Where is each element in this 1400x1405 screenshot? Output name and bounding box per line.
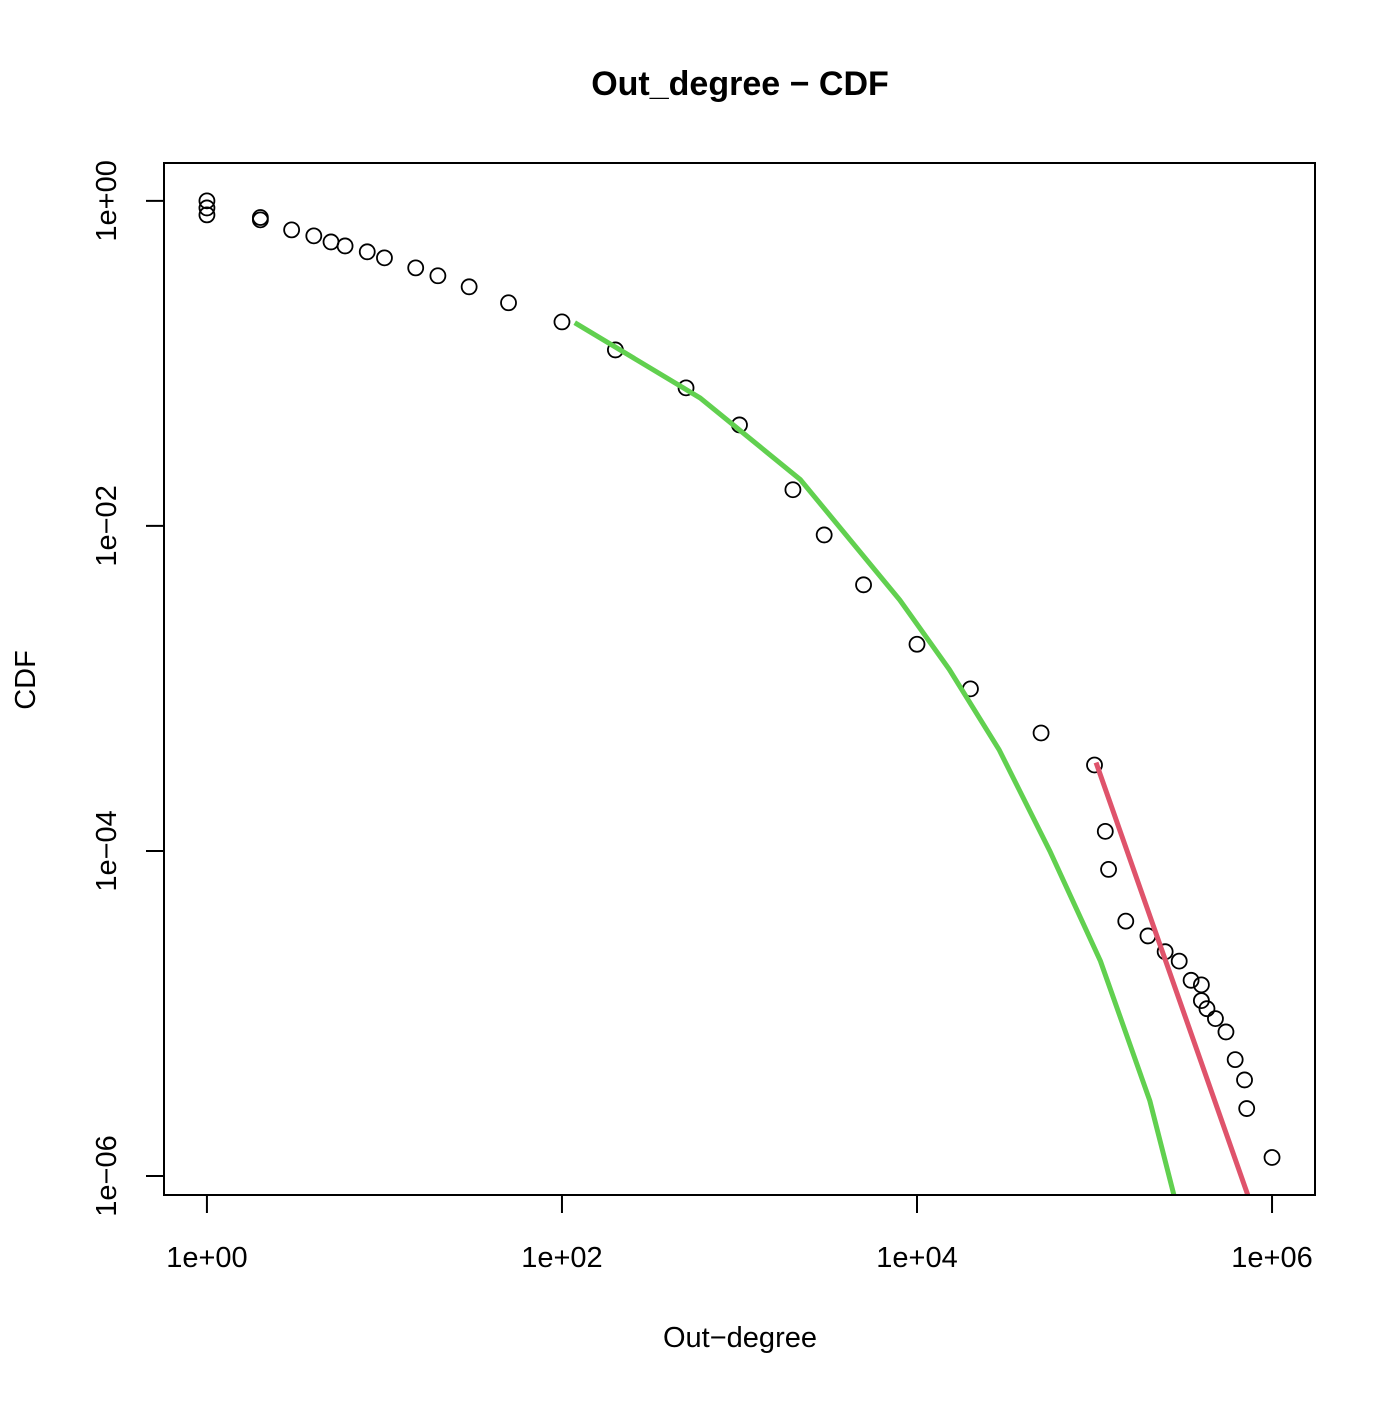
data-point [376, 249, 393, 267]
data-point [1096, 822, 1114, 840]
data-point [305, 227, 323, 245]
x-tick-label: 1e+04 [876, 1242, 957, 1274]
y-tick-label: 1e+00 [91, 160, 123, 241]
data-point [358, 243, 376, 261]
y-tick-label: 1e−02 [91, 485, 123, 566]
data-point [198, 199, 216, 217]
data-point [1263, 1149, 1281, 1166]
chart-title: Out_degree − CDF [591, 65, 889, 103]
y-tick-label: 1e−06 [91, 1135, 123, 1216]
data-point [1198, 1000, 1216, 1018]
data-point [429, 267, 447, 285]
data-point [283, 221, 301, 239]
data-point [1086, 756, 1103, 774]
x-tick-label: 1e+06 [1231, 1242, 1312, 1274]
x-tick-label: 1e+00 [166, 1242, 247, 1274]
fit-line [573, 320, 1177, 1195]
data-point [1170, 952, 1188, 970]
data-point [815, 526, 833, 544]
data-point [460, 278, 478, 296]
data-point [407, 259, 425, 277]
data-point [500, 294, 517, 312]
data-point [322, 233, 340, 251]
fit-line [1093, 761, 1251, 1195]
plot-frame [163, 162, 1316, 1196]
data-point [1182, 971, 1200, 989]
data-point [855, 576, 872, 594]
data-point [198, 192, 216, 210]
plot-area [198, 192, 1281, 1195]
data-point [1117, 912, 1135, 930]
data-point [784, 481, 802, 499]
data-point [1032, 724, 1050, 742]
data-point [553, 313, 571, 331]
data-point [1207, 1010, 1224, 1028]
data-point [251, 211, 269, 229]
data-point [336, 237, 354, 255]
data-point [198, 206, 216, 224]
x-axis-label: Out−degree [663, 1322, 817, 1354]
data-point [1226, 1051, 1244, 1069]
data-point [1238, 1100, 1256, 1117]
x-tick-label: 1e+02 [521, 1242, 602, 1274]
y-axis-label: CDF [10, 650, 42, 710]
data-point [1217, 1023, 1235, 1041]
data-point [1236, 1071, 1253, 1089]
data-point [1100, 861, 1117, 878]
y-tick-label: 1e−04 [91, 810, 123, 891]
data-point [908, 635, 926, 653]
